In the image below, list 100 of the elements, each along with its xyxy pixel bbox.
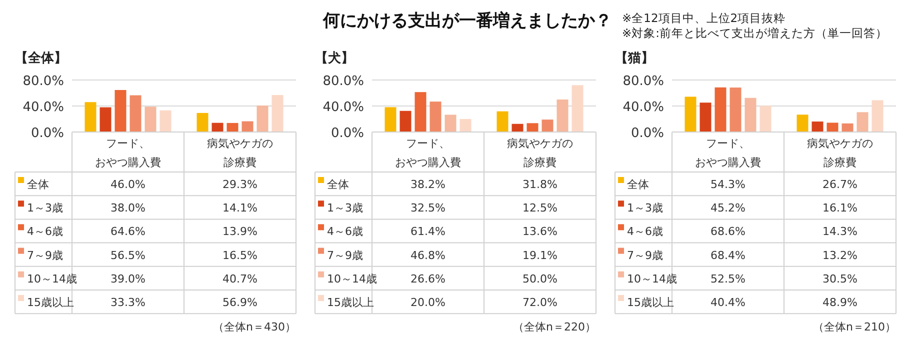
- data-label: 30.5%: [822, 272, 858, 286]
- bar: [414, 92, 426, 132]
- y-tick-label: 0.0%: [30, 126, 64, 141]
- text: ※対象:前年と比べて支出が増えた方（単一回答）: [622, 26, 888, 40]
- data-label: 72.0%: [522, 296, 558, 309]
- bar: [272, 95, 284, 132]
- data-label: 46.0%: [110, 178, 146, 191]
- data-label: 50.0%: [522, 272, 558, 286]
- text: 何にかける支出が一番増えましたか？: [322, 10, 612, 31]
- legend-label: 7～9歳: [327, 248, 363, 262]
- bar: [872, 100, 884, 132]
- y-tick-label: 80.0%: [22, 74, 64, 89]
- data-label: 48.9%: [822, 296, 858, 309]
- legend-label: 7～9歳: [27, 248, 63, 262]
- data-label: 54.3%: [710, 178, 746, 191]
- bar: [226, 122, 238, 132]
- legend-label: 1～3歳: [627, 202, 663, 215]
- legend-label: 4～6歳: [27, 225, 63, 238]
- bar: [100, 107, 112, 132]
- legend-label: 1～3歳: [327, 202, 363, 215]
- y-tick-label: 80.0%: [622, 74, 664, 89]
- chart-title: 【猫】: [615, 50, 654, 66]
- legend-label: 全体: [627, 178, 649, 191]
- data-label: 16.1%: [822, 202, 858, 215]
- data-label: 56.5%: [110, 248, 146, 262]
- bar: [826, 122, 838, 132]
- data-label: 64.6%: [110, 225, 146, 238]
- data-label: 61.4%: [410, 225, 446, 238]
- bar: [84, 102, 96, 132]
- data-label: 45.2%: [710, 202, 746, 215]
- bar: [512, 124, 524, 132]
- data-label: 32.5%: [410, 202, 446, 215]
- bar: [160, 110, 172, 132]
- y-tick-label: 40.0%: [622, 100, 664, 115]
- x-tick-label: フード、おやつ購入費: [394, 136, 462, 171]
- legend-label: 10～14歳: [627, 272, 677, 286]
- data-label: 46.8%: [410, 248, 446, 262]
- text: ※全12項目中、上位2項目抜粋: [622, 11, 786, 25]
- bar: [242, 121, 254, 132]
- bar: [496, 111, 508, 132]
- bar: [526, 123, 538, 132]
- bar: [856, 112, 868, 132]
- data-label: 20.0%: [410, 296, 446, 309]
- data-label: 14.1%: [222, 202, 258, 215]
- data-label: 29.3%: [222, 178, 258, 191]
- y-tick-label: 40.0%: [22, 100, 64, 115]
- data-label: 33.3%: [110, 296, 146, 309]
- data-label: 38.2%: [410, 178, 446, 191]
- bar: [196, 112, 208, 132]
- bar: [430, 102, 442, 132]
- bar: [572, 85, 584, 132]
- y-tick-label: 80.0%: [322, 74, 364, 89]
- y-tick-label: 0.0%: [630, 126, 664, 141]
- legend-label: 15歳以上: [627, 296, 674, 309]
- data-label: 13.2%: [822, 248, 858, 262]
- bar: [842, 123, 854, 132]
- bar: [812, 122, 824, 132]
- chart-title: 【全体】: [15, 50, 67, 66]
- data-label: 19.1%: [522, 248, 558, 262]
- text: （全体n＝210）: [813, 320, 896, 334]
- y-tick-label: 0.0%: [330, 126, 364, 141]
- bar: [114, 90, 126, 132]
- bar: [444, 114, 456, 132]
- bar: [556, 100, 568, 132]
- legend-label: 7～9歳: [627, 248, 663, 262]
- bar: [700, 102, 712, 132]
- legend-label: 15歳以上: [27, 296, 74, 309]
- bar: [384, 107, 396, 132]
- data-label: 16.5%: [222, 248, 258, 262]
- bar: [796, 114, 808, 132]
- x-tick-label: フード、おやつ購入費: [94, 136, 162, 171]
- legend-label: 1～3歳: [27, 202, 63, 215]
- bar: [400, 110, 412, 132]
- legend-label: 4～6歳: [627, 225, 663, 238]
- data-label: 40.4%: [710, 296, 746, 309]
- bar: [760, 106, 772, 132]
- text: （全体n＝220）: [513, 320, 596, 334]
- legend-label: 全体: [27, 178, 49, 191]
- y-tick-label: 40.0%: [322, 100, 364, 115]
- x-tick-label: フード、おやつ購入費: [694, 136, 762, 171]
- data-label: 40.7%: [222, 272, 258, 286]
- text: （全体n＝430）: [213, 320, 296, 334]
- data-label: 68.4%: [710, 248, 746, 262]
- bar: [714, 87, 726, 132]
- legend-label: 全体: [327, 178, 349, 191]
- x-tick-label: 病気やケガの診療費: [806, 136, 874, 171]
- data-label: 38.0%: [110, 202, 146, 215]
- data-label: 31.8%: [522, 178, 558, 191]
- chart-title: 【犬】: [315, 50, 354, 66]
- bar: [744, 98, 756, 132]
- data-label: 12.5%: [522, 202, 558, 215]
- bar: [460, 119, 472, 132]
- data-label: 56.9%: [222, 296, 258, 309]
- data-label: 26.6%: [410, 272, 446, 286]
- data-label: 14.3%: [822, 225, 858, 238]
- legend-label: 4～6歳: [327, 225, 363, 238]
- bar: [130, 95, 142, 132]
- data-label: 13.9%: [222, 225, 258, 238]
- data-label: 26.7%: [822, 178, 858, 191]
- bar: [730, 88, 742, 132]
